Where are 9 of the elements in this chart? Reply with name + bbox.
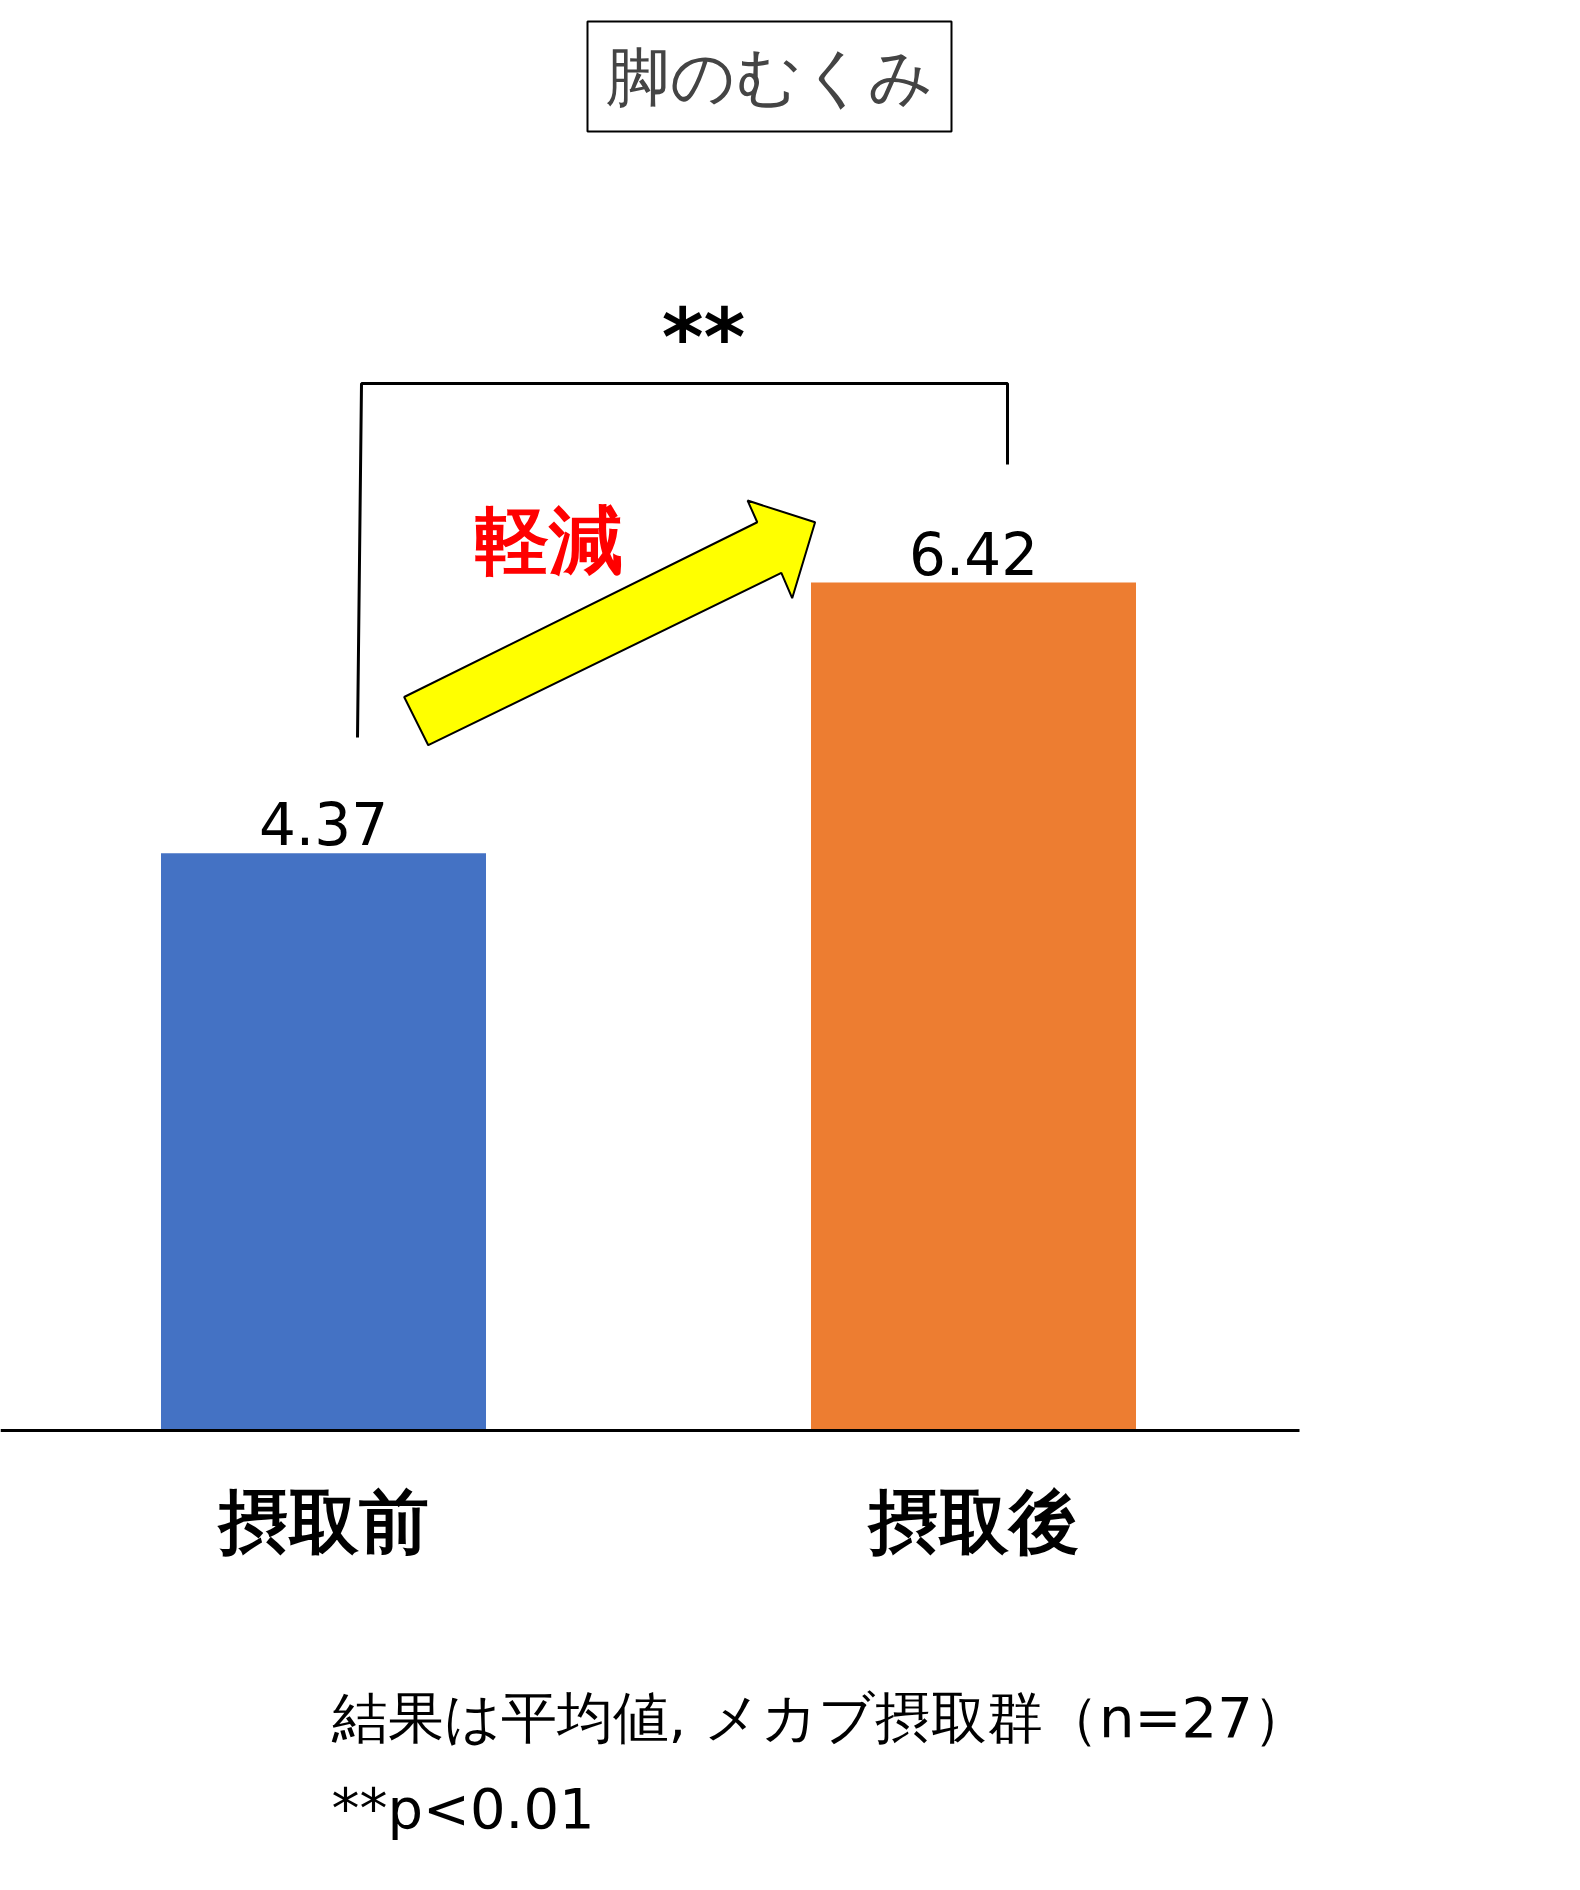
text: **	[661, 291, 746, 384]
text: **p<0.01	[331, 1776, 595, 1841]
data-label: 6.42	[908, 520, 1039, 589]
text: 結果は平均値, メカブ摂取群（n=27）	[330, 1685, 1309, 1750]
x-tick-label: 摂取前	[216, 1480, 429, 1563]
text: 軽減	[474, 496, 623, 583]
chart-title: 脚のむくみ	[605, 39, 934, 114]
x-tick-label: 摂取後	[866, 1480, 1079, 1563]
data-label: 4.37	[258, 791, 389, 860]
